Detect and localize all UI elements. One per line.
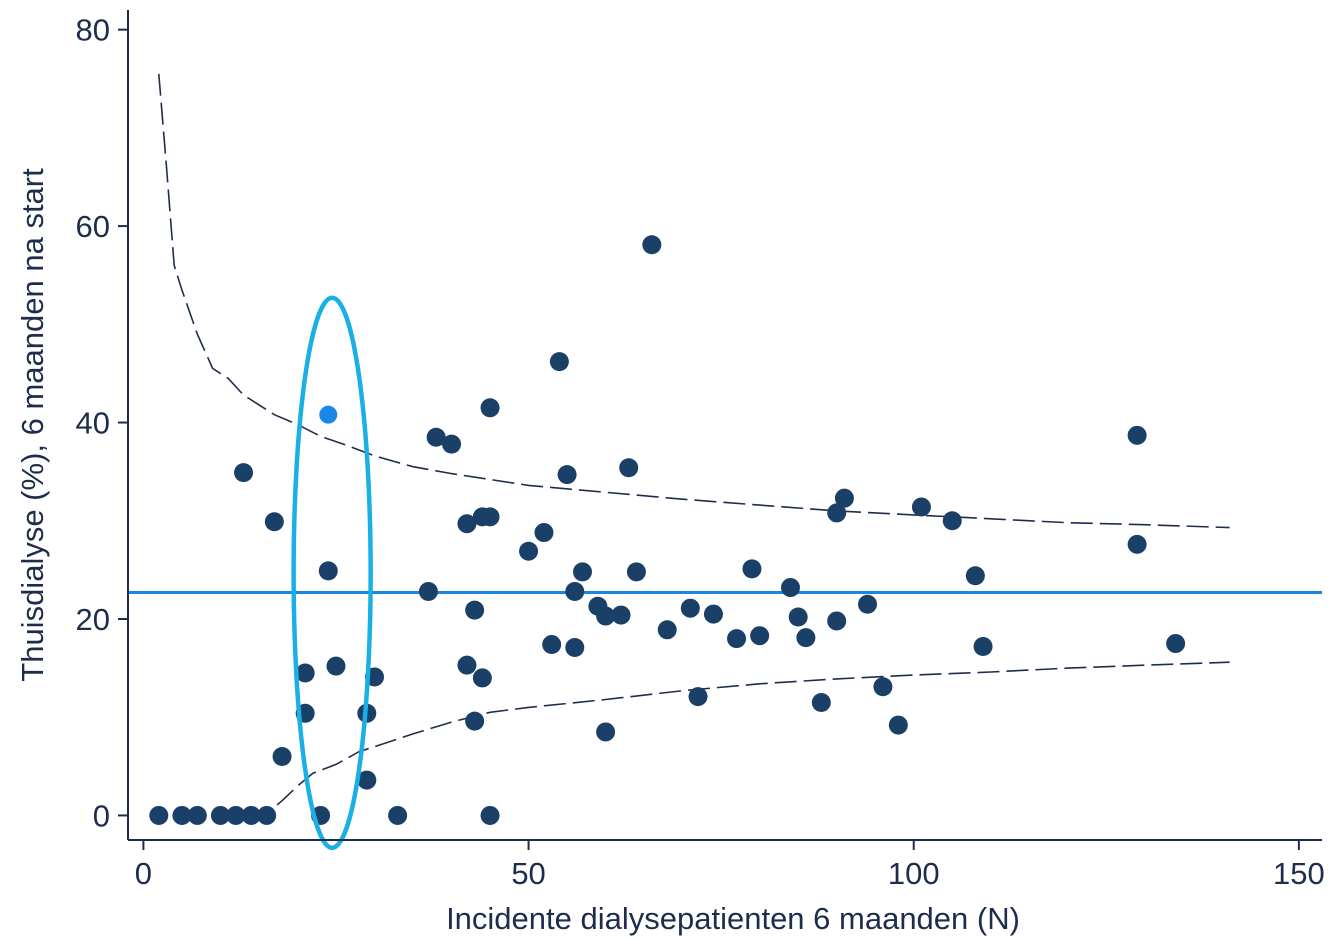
x-tick-label-150: 150 bbox=[1273, 856, 1325, 891]
data-point-68 bbox=[1127, 534, 1147, 554]
data-point-58 bbox=[827, 611, 847, 631]
data-point-10 bbox=[295, 663, 315, 683]
data-point-50 bbox=[727, 629, 747, 649]
data-point-41 bbox=[596, 722, 616, 742]
y-tick-label-80: 80 bbox=[76, 13, 110, 48]
data-point-36 bbox=[565, 581, 585, 601]
data-point-30 bbox=[480, 805, 500, 825]
data-point-45 bbox=[642, 235, 662, 255]
x-tick-label-100: 100 bbox=[888, 856, 940, 891]
data-point-65 bbox=[965, 566, 985, 586]
data-point-1 bbox=[172, 805, 192, 825]
data-point-40 bbox=[596, 606, 616, 626]
data-point-53 bbox=[780, 578, 800, 598]
data-point-35 bbox=[557, 465, 577, 485]
lower-control-limit bbox=[251, 661, 1230, 817]
x-tick-label-0: 0 bbox=[135, 856, 152, 891]
data-point-42 bbox=[611, 605, 631, 625]
data-point-9 bbox=[272, 747, 292, 767]
data-point-48 bbox=[688, 687, 708, 707]
data-point-59 bbox=[834, 488, 854, 508]
x-tick-label-50: 50 bbox=[511, 856, 545, 891]
axes-layer bbox=[118, 10, 1322, 850]
data-point-34 bbox=[549, 352, 569, 372]
data-point-22 bbox=[457, 514, 477, 534]
data-point-27 bbox=[472, 668, 492, 688]
data-point-21 bbox=[442, 434, 462, 454]
data-point-4 bbox=[226, 805, 246, 825]
data-point-32 bbox=[534, 523, 554, 543]
data-point-56 bbox=[811, 692, 831, 712]
highlight-ellipse bbox=[291, 295, 373, 851]
data-point-33 bbox=[542, 635, 562, 655]
data-point-64 bbox=[942, 511, 962, 531]
data-points-layer bbox=[149, 235, 1186, 825]
data-point-46 bbox=[657, 620, 677, 640]
data-point-37 bbox=[565, 637, 585, 657]
data-point-31 bbox=[519, 541, 539, 561]
data-point-38 bbox=[572, 562, 592, 582]
y-tick-label-40: 40 bbox=[76, 406, 110, 441]
data-point-67 bbox=[1127, 425, 1147, 445]
data-point-63 bbox=[911, 497, 931, 517]
data-point-8 bbox=[264, 512, 284, 532]
data-point-18 bbox=[388, 805, 408, 825]
data-point-20 bbox=[426, 427, 446, 447]
y-tick-label-20: 20 bbox=[76, 602, 110, 637]
data-point-0 bbox=[149, 805, 169, 825]
highlighted-data-point bbox=[319, 405, 338, 424]
data-point-61 bbox=[873, 677, 893, 697]
data-point-19 bbox=[418, 581, 438, 601]
data-point-13 bbox=[318, 561, 338, 581]
data-point-28 bbox=[480, 398, 500, 418]
y-tick-label-0: 0 bbox=[93, 798, 110, 833]
data-point-69 bbox=[1166, 634, 1186, 654]
upper-control-limit bbox=[158, 73, 1230, 529]
data-point-60 bbox=[858, 594, 878, 614]
data-point-7 bbox=[234, 463, 254, 483]
data-point-49 bbox=[703, 604, 723, 624]
data-point-55 bbox=[796, 628, 816, 648]
x-axis-title: Incidente dialysepatienten 6 maanden (N) bbox=[446, 901, 1020, 936]
data-point-57 bbox=[827, 503, 847, 523]
data-point-3 bbox=[210, 805, 230, 825]
data-point-62 bbox=[888, 715, 908, 735]
data-point-2 bbox=[187, 805, 207, 825]
data-point-29 bbox=[480, 507, 500, 527]
data-point-23 bbox=[457, 655, 477, 675]
data-point-25 bbox=[465, 711, 485, 731]
y-axis-title: Thuisdialyse (%), 6 maanden na start bbox=[15, 168, 50, 682]
data-point-24 bbox=[465, 600, 485, 620]
data-point-47 bbox=[680, 598, 700, 618]
data-point-52 bbox=[750, 626, 770, 646]
data-point-6 bbox=[257, 805, 277, 825]
highlight-layer bbox=[291, 295, 373, 851]
data-point-66 bbox=[973, 636, 993, 656]
data-point-51 bbox=[742, 559, 762, 579]
data-point-44 bbox=[626, 562, 646, 582]
data-point-5 bbox=[241, 805, 261, 825]
data-point-14 bbox=[326, 656, 346, 676]
data-point-16 bbox=[357, 770, 377, 790]
y-tick-label-60: 60 bbox=[76, 209, 110, 244]
data-point-43 bbox=[619, 458, 639, 478]
data-point-54 bbox=[788, 607, 808, 627]
